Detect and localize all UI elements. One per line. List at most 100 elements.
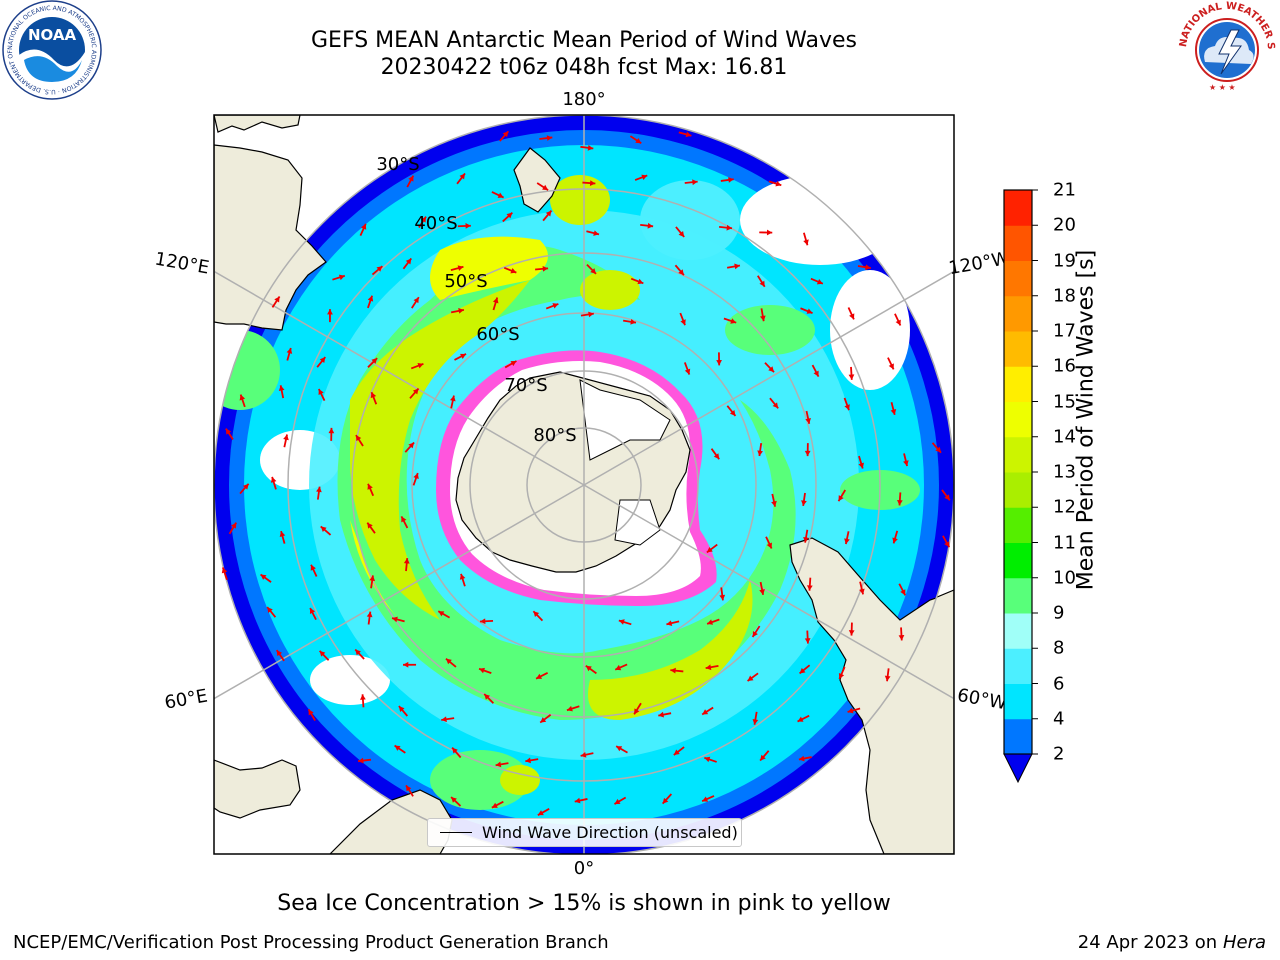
footer-date: 24 Apr 2023 on Hera: [1078, 932, 1266, 953]
wind-arrow: [456, 172, 466, 185]
colorbar-tick-label: 16: [1053, 355, 1076, 377]
wind-arrow: [537, 808, 550, 816]
wind-arrow: [536, 182, 549, 191]
wind-arrow: [757, 443, 763, 457]
wind-arrow: [629, 135, 642, 145]
lon-label-60w: 60°W: [956, 685, 1009, 714]
legend-label: Wind Wave Direction (unscaled): [482, 823, 738, 842]
wind-arrow: [437, 610, 451, 619]
wind-arrow: [394, 744, 406, 754]
wind-arrow: [582, 180, 596, 186]
graticule: [214, 115, 954, 854]
wind-arrow: [716, 352, 722, 366]
wind-arrow: [710, 448, 720, 460]
wind-arrow: [931, 442, 942, 454]
wind-arrow: [450, 308, 465, 314]
lat-label-40s: 40°S: [414, 213, 457, 234]
wind-arrow: [843, 397, 850, 411]
wind-arrow: [666, 620, 680, 626]
colorbar-bin: [1004, 366, 1032, 402]
footer-date-text: 24 Apr 2023 on: [1077, 932, 1218, 953]
wind-arrow: [542, 210, 553, 222]
wind-arrow: [640, 222, 654, 229]
colorbar-bin: [1004, 683, 1032, 720]
lat-label-60s: 60°S: [476, 324, 519, 345]
wind-arrow: [411, 296, 420, 309]
wind-arrow: [539, 135, 553, 141]
wind-arrow: [634, 174, 648, 181]
meridian-line: [583, 270, 954, 486]
wind-arrow: [357, 757, 372, 764]
colorbar: [1003, 189, 1038, 784]
svg-text:★ ★ ★: ★ ★ ★: [1209, 83, 1236, 92]
wind-arrow: [503, 266, 517, 274]
wind-arrow: [483, 693, 495, 704]
wind-arrow: [848, 366, 855, 380]
wind-arrow: [270, 476, 277, 490]
wind-arrow: [630, 277, 644, 285]
wind-arrow: [266, 606, 277, 618]
wind-arrow: [478, 667, 492, 674]
wind-arrow: [355, 434, 364, 447]
wind-arrow: [545, 303, 559, 310]
wind-arrow: [402, 257, 412, 270]
wind-arrow: [360, 694, 366, 708]
wind-arrow: [803, 232, 809, 246]
wind-arrow: [704, 756, 717, 763]
wind-arrow: [847, 307, 855, 320]
colorbar-tick-label: 8: [1053, 637, 1065, 659]
wind-arrow: [405, 784, 414, 797]
wind-arrow: [354, 648, 365, 660]
wind-arrow: [618, 619, 632, 626]
wind-arrow: [768, 180, 782, 187]
wind-arrow: [800, 307, 813, 314]
wind-arrow: [410, 362, 424, 370]
wind-arrow: [283, 434, 289, 448]
wind-arrow: [492, 297, 499, 311]
wind-arrow: [764, 362, 775, 373]
wind-arrow: [759, 229, 773, 236]
wind-arrow: [803, 529, 809, 543]
wind-wave-direction-arrows: [221, 130, 951, 816]
meridian-line: [214, 270, 585, 486]
map-frame: [213, 114, 955, 855]
wind-arrow: [701, 706, 714, 716]
wind-arrow: [806, 577, 813, 591]
wind-arrow: [798, 755, 812, 762]
wind-arrow: [941, 489, 951, 501]
colorbar-tick-label: 17: [1053, 320, 1076, 342]
wind-arrow: [670, 667, 684, 674]
colorbar-tick-label: 14: [1053, 426, 1076, 448]
wind-arrow: [320, 525, 332, 536]
wind-arrow: [406, 175, 415, 188]
wind-arrow: [228, 522, 237, 535]
wind-arrow: [683, 362, 691, 375]
colorbar-tick-label: 12: [1053, 496, 1076, 518]
wind-arrow: [535, 671, 549, 680]
wind-arrow: [260, 573, 272, 583]
wind-arrow: [366, 522, 376, 534]
wind-arrow: [459, 573, 466, 587]
colorbar-tick-label: 11: [1053, 532, 1076, 553]
wind-arrow: [539, 714, 552, 724]
wind-arrow: [409, 387, 420, 399]
wind-arrow: [759, 581, 765, 596]
wind-arrow: [898, 583, 907, 596]
wind-arrow: [400, 515, 409, 529]
wind-arrow: [614, 796, 627, 805]
wind-arrow: [279, 530, 286, 544]
wind-arrow: [221, 567, 228, 581]
wind-arrow: [857, 264, 871, 271]
colorbar-tick-label: 9: [1053, 602, 1065, 624]
footer-machine: Hera: [1222, 932, 1266, 953]
wind-arrow: [837, 489, 847, 502]
colorbar-bin: [1004, 613, 1032, 649]
lat-label-80s: 80°S: [533, 425, 576, 446]
wind-arrow: [525, 757, 539, 764]
wind-arrow: [706, 618, 720, 625]
wind-arrow: [838, 666, 846, 680]
wind-arrow: [450, 796, 462, 807]
wind-arrow: [403, 558, 410, 572]
colorbar-tick-label: 6: [1053, 673, 1065, 694]
